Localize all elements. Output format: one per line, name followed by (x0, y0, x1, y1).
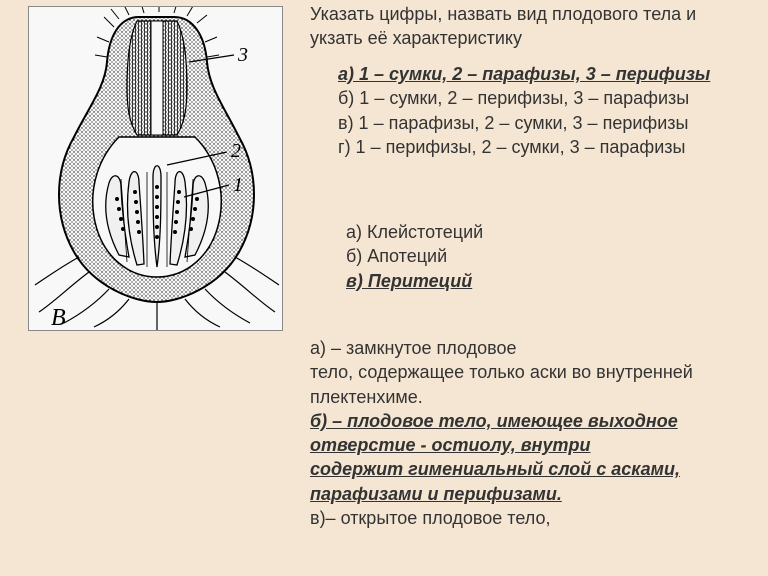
q1-option-d: г) 1 – перифизы, 2 – сумки, 3 – парафизы (338, 135, 756, 159)
q3-def-b-line1: б) – плодовое тело, имеющее выходное отв… (310, 409, 754, 458)
q3-def-b-line3: парафизами и перифизами. (310, 482, 754, 506)
label-3: 3 (237, 44, 248, 66)
q2-option-b: б) Апотеций (346, 244, 756, 268)
q3-def-a-line2: тело, содержащее только аски во внутренн… (310, 360, 754, 409)
question2-options: а) Клейстотеций б) Апотеций в) Перитеций (346, 220, 756, 293)
q1-option-b: б) 1 – сумки, 2 – перифизы, 3 – парафизы (338, 86, 756, 110)
q2-option-c: в) Перитеций (346, 269, 756, 293)
perithecium-diagram: 1 2 3 В (28, 6, 283, 331)
q1-option-a: а) 1 – сумки, 2 – парафизы, 3 – перифизы (338, 62, 756, 86)
question1-options: а) 1 – сумки, 2 – парафизы, 3 – перифизы… (338, 62, 756, 159)
q2-option-a: а) Клейстотеций (346, 220, 756, 244)
q3-def-a-line1: а) – замкнутое плодовое (310, 336, 754, 360)
q3-def-c-line1: в)– открытое плодовое тело, (310, 506, 754, 530)
q3-def-b-line2: содержит гимениальный слой с асками, (310, 457, 754, 481)
label-1: 1 (233, 174, 243, 196)
label-v: В (51, 305, 66, 331)
q1-option-c: в) 1 – парафизы, 2 – сумки, 3 – перифизы (338, 111, 756, 135)
question-title: Указать цифры, назвать вид плодового тел… (310, 2, 750, 51)
question3-definitions: а) – замкнутое плодовое тело, содержащее… (310, 336, 754, 530)
label-2: 2 (231, 140, 241, 162)
